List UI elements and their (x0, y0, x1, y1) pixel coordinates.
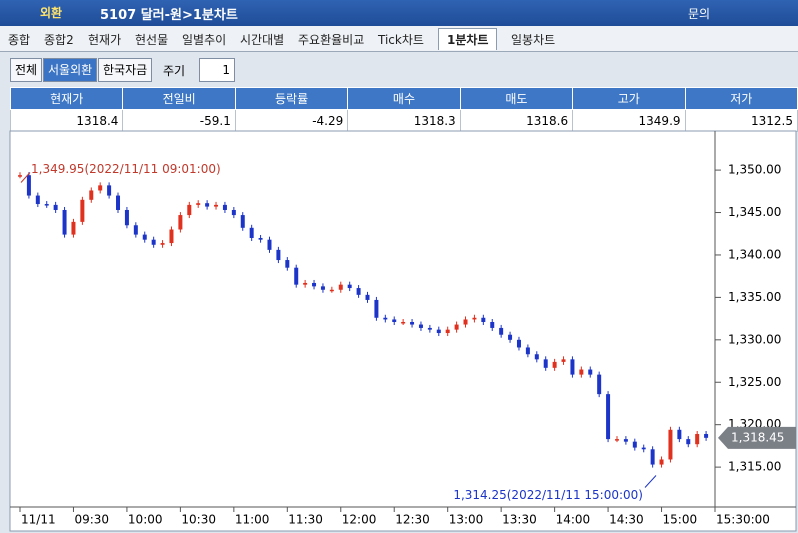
x-tick-label: 11/11 (21, 513, 56, 527)
annotation-arrow (644, 475, 657, 488)
current-price-label: 1,318.45 (731, 430, 784, 444)
quote-header: 등락률 (234, 87, 349, 110)
window-title: 5107 달러-원>1분차트 (100, 8, 238, 23)
x-tick-label: 12:00 (342, 513, 377, 527)
quote-table: 현재가 전일비 등락률 매수 매도 고가 저가 1318.4 -59.1 -4.29 1318.3 1… (9, 87, 798, 132)
inquiry-button[interactable]: 문의 (688, 7, 711, 21)
period-input[interactable]: 1 (199, 58, 235, 82)
annotation-arrow (20, 172, 31, 183)
title-bar: 외환 5107 달러-원>1분차트 문의 (0, 0, 798, 26)
quote-header: 저가 (684, 87, 798, 110)
tab[interactable]: 현선물 (135, 33, 169, 47)
x-tick-label: 13:00 (449, 513, 484, 527)
tab[interactable]: 주요환율비교 (298, 33, 365, 47)
x-tick-label: 12:30 (395, 513, 430, 527)
quote-header: 고가 (572, 87, 686, 110)
y-tick-label: 1,335.00 (728, 290, 781, 304)
toolbar-button[interactable]: 한국자금 (98, 58, 153, 82)
x-tick-label: 15:00 (663, 513, 698, 527)
tab[interactable]: 종합2 (44, 33, 74, 47)
toolbar-button[interactable]: 서울외환 (43, 58, 98, 82)
toolbar-button[interactable]: 전체 (10, 58, 43, 82)
quote-value: -4.29 (234, 109, 349, 132)
quote-header: 매수 (347, 87, 461, 110)
x-tick-label: 10:30 (181, 513, 216, 527)
tab[interactable]: 종합 (8, 33, 31, 47)
tab[interactable]: 시간대별 (240, 33, 285, 47)
y-tick-label: 1,325.00 (728, 375, 781, 389)
high-annotation: 1,349.95(2022/11/11 09:01:00) (31, 162, 221, 176)
tab[interactable]: 1분차트 (438, 28, 498, 50)
quote-value: 1349.9 (572, 109, 686, 132)
x-tick-label: 10:00 (128, 513, 163, 527)
chart-frame (9, 130, 797, 532)
x-tick-label: 14:30 (609, 513, 644, 527)
quote-value: 1318.6 (459, 109, 574, 132)
tab-bar: 종합 종합2 현재가 현선물 일별추이 시간대별 주요환율비교 Tick차트 1분차트 일봉차트 (0, 26, 798, 52)
x-tick-label: 09:30 (74, 513, 109, 527)
x-tick-label: 11:30 (288, 513, 323, 527)
quote-value: 1318.4 (9, 109, 124, 132)
toolbar: 전체 서울외환 한국자금 주기 1 (0, 53, 798, 85)
quote-value: -59.1 (122, 109, 236, 132)
tab[interactable]: 현재가 (88, 33, 122, 47)
tab[interactable]: 일별추이 (182, 33, 227, 47)
y-tick-label: 1,330.00 (728, 332, 781, 346)
tab[interactable]: 일봉차트 (511, 33, 556, 47)
period-label: 주기 (163, 64, 186, 78)
quote-header: 현재가 (9, 87, 124, 110)
quote-header: 매도 (459, 87, 574, 110)
low-annotation: 1,314.25(2022/11/11 15:00:00) (453, 488, 643, 502)
y-tick-label: 1,350.00 (728, 163, 781, 177)
quote-value: 1312.5 (684, 109, 798, 132)
quote-header: 전일비 (122, 87, 236, 110)
chart: 1,315.001,320.001,325.001,330.001,335.00… (9, 130, 797, 532)
x-tick-label: 14:00 (556, 513, 591, 527)
y-tick-label: 1,345.00 (728, 205, 781, 219)
x-tick-label: 13:30 (502, 513, 537, 527)
y-tick-label: 1,315.00 (728, 460, 781, 474)
y-tick-label: 1,340.00 (728, 247, 781, 261)
logo: 외환 (40, 6, 63, 20)
x-tick-label: 11:00 (235, 513, 270, 527)
x-tick-label: 15:30:00 (716, 513, 770, 527)
current-price-marker (718, 426, 796, 449)
tab[interactable]: Tick차트 (378, 33, 424, 47)
